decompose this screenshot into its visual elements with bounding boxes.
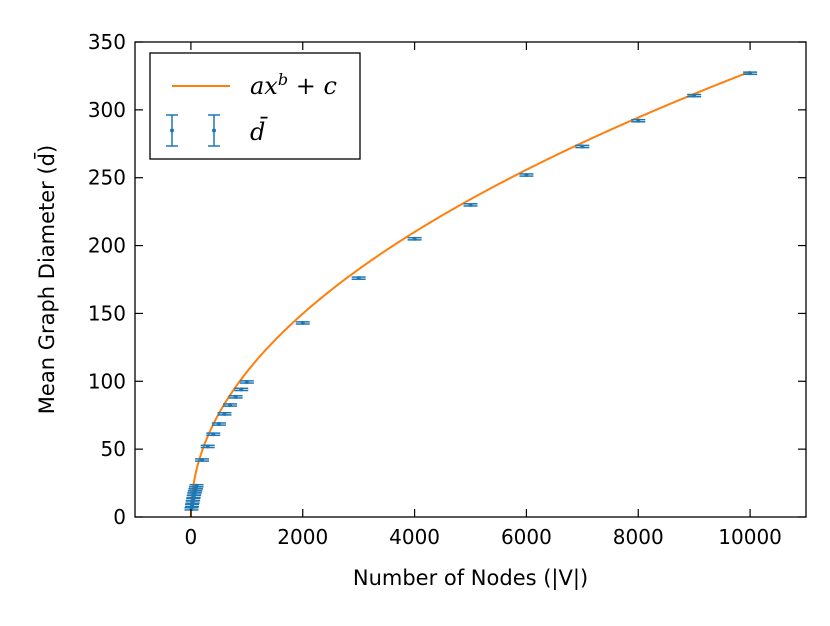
data-point-4000 bbox=[407, 236, 422, 241]
data-point-20 bbox=[185, 503, 200, 508]
data-marker bbox=[205, 444, 210, 449]
data-marker bbox=[222, 411, 227, 416]
data-marker bbox=[748, 71, 753, 76]
data-point-2000 bbox=[295, 320, 310, 325]
y-tick-label-150: 150 bbox=[88, 301, 126, 325]
data-marker bbox=[211, 432, 216, 437]
y-axis-title: Mean Graph Diameter (d̄) bbox=[34, 145, 59, 414]
data-point-10000 bbox=[743, 71, 758, 76]
data-marker bbox=[412, 236, 417, 241]
x-tick-label-8000: 8000 bbox=[613, 525, 664, 549]
y-tick-label-0: 0 bbox=[113, 505, 126, 529]
x-tick-label-6000: 6000 bbox=[501, 525, 552, 549]
data-marker bbox=[468, 202, 473, 207]
data-point-7000 bbox=[575, 144, 590, 149]
data-marker bbox=[190, 503, 195, 508]
y-tick-label-100: 100 bbox=[88, 369, 126, 393]
data-point-100 bbox=[189, 483, 204, 488]
data-point-700 bbox=[223, 403, 238, 408]
y-tick-label-200: 200 bbox=[88, 234, 126, 258]
x-axis-title: Number of Nodes (|V|) bbox=[353, 566, 588, 591]
data-point-300 bbox=[200, 444, 215, 449]
data-marker bbox=[636, 118, 641, 123]
data-marker bbox=[194, 483, 199, 488]
x-axis-ticks: 0 2000 4000 6000 8000 10000 bbox=[185, 42, 782, 549]
y-tick-label-50: 50 bbox=[101, 437, 126, 461]
data-point-600 bbox=[217, 411, 232, 416]
data-point-6000 bbox=[519, 173, 534, 177]
data-marker bbox=[580, 144, 585, 149]
legend: axb + c d̄ bbox=[149, 52, 361, 160]
data-marker bbox=[692, 93, 697, 98]
y-tick-label-250: 250 bbox=[88, 166, 126, 190]
legend-errorbar-label: d̄ bbox=[250, 117, 268, 146]
data-point-200 bbox=[195, 458, 210, 462]
legend-box bbox=[149, 52, 361, 160]
data-marker bbox=[216, 422, 221, 427]
data-point-5000 bbox=[463, 202, 478, 207]
data-point-400 bbox=[206, 432, 221, 437]
data-point-3000 bbox=[351, 276, 366, 281]
x-tick-label-0: 0 bbox=[185, 525, 198, 549]
data-marker bbox=[228, 403, 233, 408]
data-point-900 bbox=[234, 387, 249, 392]
legend-marker-1 bbox=[212, 128, 216, 133]
data-point-500 bbox=[211, 422, 226, 427]
plot-marks bbox=[184, 70, 758, 518]
legend-fit-label: axb + c bbox=[250, 70, 337, 100]
data-marker bbox=[244, 379, 249, 384]
y-axis-ticks: 0 50 100 150 200 250 300 350 bbox=[88, 30, 806, 529]
y-tick-label-350: 350 bbox=[88, 30, 126, 54]
data-point-800 bbox=[228, 394, 243, 399]
x-tick-label-10000: 10000 bbox=[718, 525, 782, 549]
data-marker bbox=[233, 394, 238, 399]
x-tick-label-2000: 2000 bbox=[277, 525, 328, 549]
data-marker bbox=[239, 387, 244, 392]
data-marker bbox=[356, 276, 361, 281]
y-tick-label-300: 300 bbox=[88, 98, 126, 122]
fit-curve bbox=[189, 70, 751, 518]
legend-marker-0 bbox=[170, 128, 174, 133]
data-point-8000 bbox=[631, 118, 646, 123]
x-tick-label-4000: 4000 bbox=[389, 525, 440, 549]
data-point-1000 bbox=[239, 379, 254, 384]
data-marker bbox=[524, 173, 529, 177]
data-marker bbox=[300, 320, 305, 325]
legend-errorbar-swatch bbox=[166, 114, 220, 147]
data-point-9000 bbox=[687, 93, 702, 98]
plot-frame bbox=[134, 41, 807, 518]
data-marker bbox=[200, 458, 205, 462]
